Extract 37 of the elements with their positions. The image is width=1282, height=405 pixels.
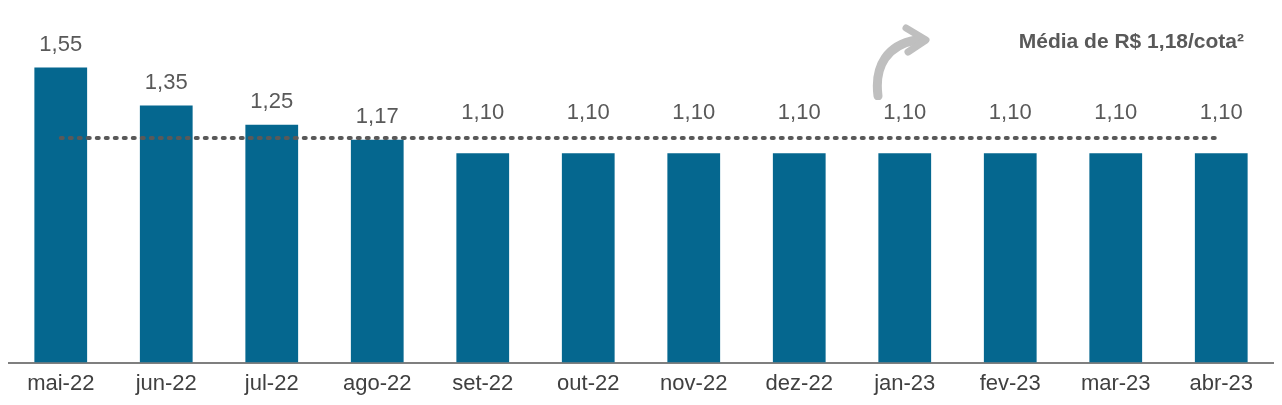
- data-label: 1,55: [39, 30, 83, 56]
- x-tick-label: fev-23: [979, 369, 1041, 395]
- bar: [772, 153, 826, 363]
- bar: [667, 153, 721, 363]
- x-tick-label: jul-22: [243, 369, 299, 395]
- data-label: 1,10: [1199, 99, 1243, 125]
- data-label: 1,10: [566, 99, 610, 125]
- x-tick-label: dez-22: [765, 369, 833, 395]
- x-tick-label: mai-22: [27, 369, 95, 395]
- data-label: 1,10: [988, 99, 1032, 125]
- bar: [456, 153, 510, 363]
- bar: [983, 153, 1037, 363]
- data-label: 1,10: [883, 99, 927, 125]
- data-label: 1,10: [672, 99, 716, 125]
- data-label: 1,35: [144, 68, 188, 94]
- x-tick-label: mar-23: [1080, 369, 1151, 395]
- data-label: 1,10: [777, 99, 821, 125]
- x-tick-label: set-22: [452, 369, 514, 395]
- data-label: 1,25: [250, 87, 294, 113]
- data-label: 1,17: [355, 102, 399, 128]
- ref-line-label: Média de R$ 1,18/cota²: [1018, 28, 1244, 52]
- x-tick-label: jan-23: [873, 369, 936, 395]
- bar: [1089, 153, 1143, 363]
- bar: [878, 153, 932, 363]
- data-label: 1,10: [1094, 99, 1138, 125]
- bar: [561, 153, 615, 363]
- bar: [245, 124, 299, 363]
- x-tick-label: jun-22: [134, 369, 197, 395]
- bar: [139, 105, 193, 363]
- bar: [350, 139, 404, 363]
- x-tick-label: ago-22: [342, 369, 412, 395]
- x-tick-label: out-22: [557, 369, 620, 395]
- bar: [1194, 153, 1248, 363]
- data-label: 1,10: [461, 99, 505, 125]
- x-tick-label: abr-23: [1189, 369, 1254, 395]
- bar: [34, 67, 88, 363]
- x-tick-label: nov-22: [660, 369, 728, 395]
